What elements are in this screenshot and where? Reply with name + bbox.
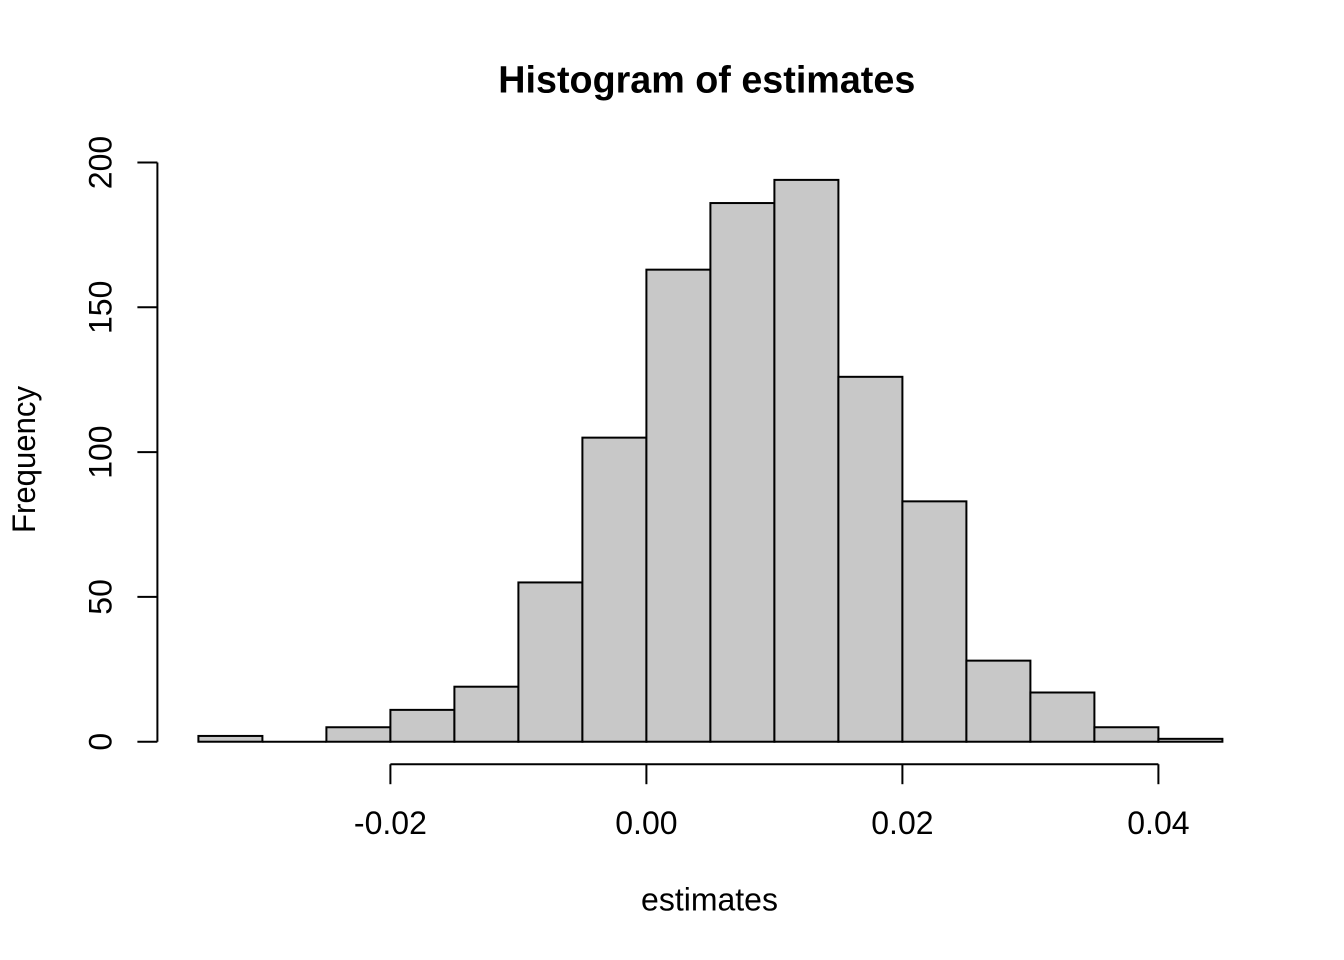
svg-text:Frequency: Frequency — [6, 386, 42, 533]
svg-text:150: 150 — [82, 281, 118, 334]
svg-text:-0.02: -0.02 — [354, 805, 427, 841]
svg-text:Histogram of estimates: Histogram of estimates — [498, 59, 915, 102]
svg-text:200: 200 — [82, 136, 118, 189]
svg-text:0: 0 — [82, 733, 118, 751]
svg-text:100: 100 — [82, 425, 118, 478]
svg-text:0.00: 0.00 — [615, 805, 677, 841]
svg-text:50: 50 — [82, 579, 118, 615]
svg-text:0.02: 0.02 — [871, 805, 933, 841]
svg-text:0.04: 0.04 — [1127, 805, 1189, 841]
svg-text:estimates: estimates — [641, 882, 778, 918]
